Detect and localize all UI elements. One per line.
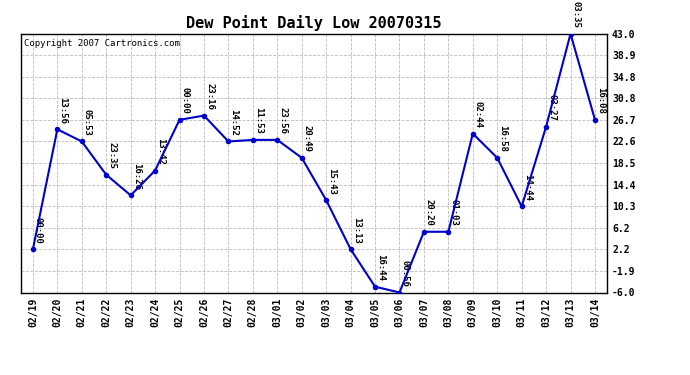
Text: 23:16: 23:16	[205, 83, 214, 110]
Text: 13:13: 13:13	[352, 217, 361, 244]
Title: Dew Point Daily Low 20070315: Dew Point Daily Low 20070315	[186, 15, 442, 31]
Text: 00:56: 00:56	[400, 260, 410, 287]
Text: 16:44: 16:44	[376, 254, 385, 281]
Text: 01:03: 01:03	[449, 200, 458, 226]
Text: 20:20: 20:20	[425, 200, 434, 226]
Text: 20:49: 20:49	[303, 125, 312, 152]
Text: 00:00: 00:00	[34, 217, 43, 244]
Text: 13:56: 13:56	[59, 97, 68, 124]
Text: 15:43: 15:43	[327, 168, 336, 195]
Text: 14:44: 14:44	[523, 174, 532, 201]
Text: 13:42: 13:42	[156, 138, 165, 165]
Text: 16:58: 16:58	[498, 125, 507, 152]
Text: 16:08: 16:08	[596, 87, 605, 114]
Text: 23:35: 23:35	[107, 142, 117, 169]
Text: 02:44: 02:44	[474, 101, 483, 128]
Text: 03:27: 03:27	[547, 94, 556, 121]
Text: 11:53: 11:53	[254, 108, 263, 134]
Text: 14:52: 14:52	[230, 109, 239, 136]
Text: 05:53: 05:53	[83, 109, 92, 136]
Text: 03:35: 03:35	[571, 2, 580, 28]
Text: 16:26: 16:26	[132, 163, 141, 190]
Text: Copyright 2007 Cartronics.com: Copyright 2007 Cartronics.com	[23, 39, 179, 48]
Text: 23:56: 23:56	[278, 108, 287, 134]
Text: 00:00: 00:00	[181, 87, 190, 114]
